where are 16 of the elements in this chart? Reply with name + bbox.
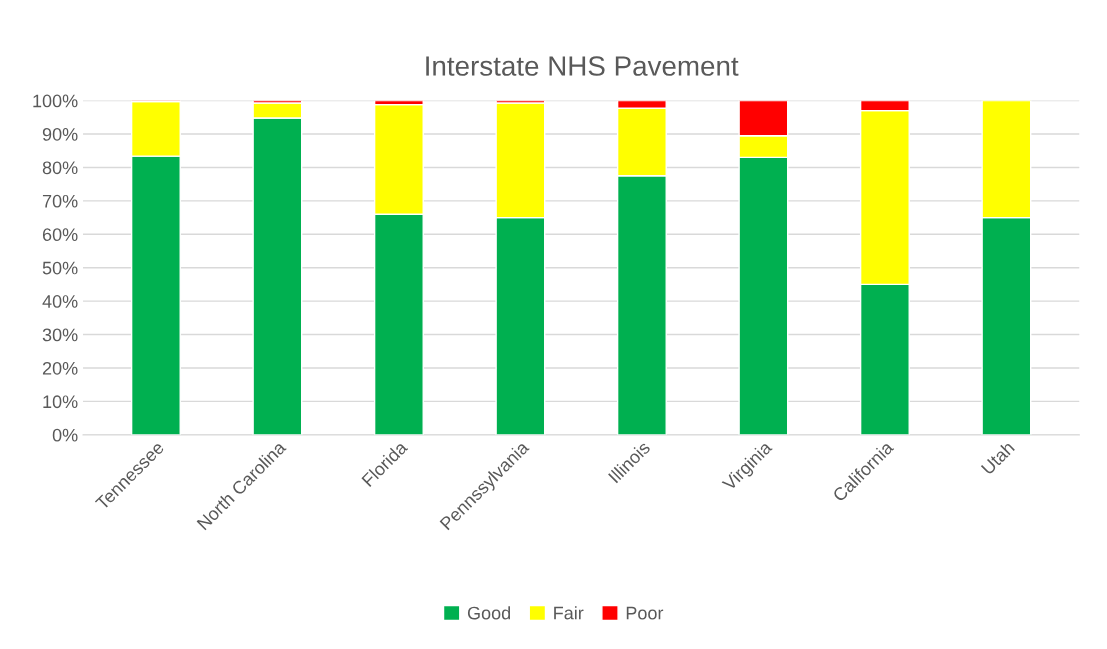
y-tick-label: 40% [42,295,78,308]
y-tick-label: 60% [42,228,78,242]
legend-label: Fair [554,606,584,620]
y-tick-label: 0% [52,428,78,442]
y-tick-label: 80% [42,161,78,175]
x-tick-label: Utah [980,440,1015,476]
y-tick-label: 90% [42,127,78,141]
legend-label: Poor [626,606,664,620]
y-tick-label: 50% [42,261,78,275]
y-tick-label: 70% [42,194,78,208]
chart-title: Interstate NHS Pavement [426,56,739,76]
y-tick-label: 10% [43,395,78,409]
y-tick-label: 20% [42,361,78,375]
y-tick-label: 100% [33,94,78,108]
legend-label: Good [467,606,511,620]
y-tick-label: 30% [42,328,78,342]
